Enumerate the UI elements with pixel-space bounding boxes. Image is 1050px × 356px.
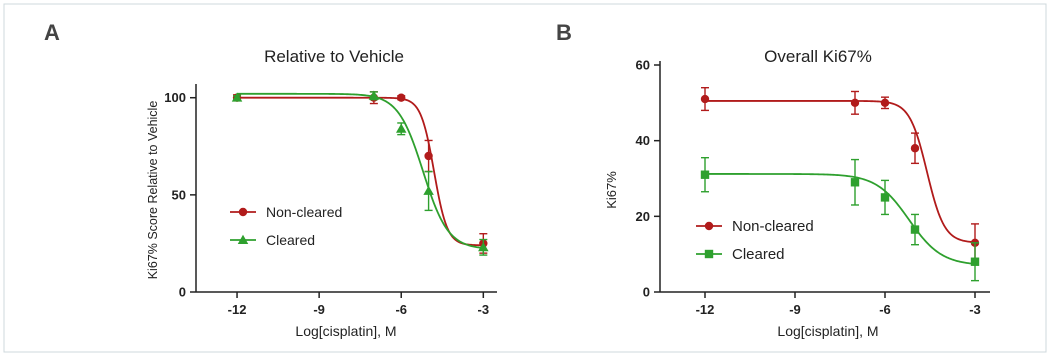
data-point-non-cleared-b bbox=[880, 98, 890, 108]
fit-curve-non-cleared-a bbox=[237, 96, 484, 247]
chart-title-b: Overall Ki67% bbox=[764, 47, 872, 66]
fit-curve-cleared-a bbox=[237, 92, 484, 249]
legend-marker-cleared-a bbox=[237, 234, 249, 244]
x-tick-label-a: -12 bbox=[228, 302, 247, 317]
data-point-cleared-a bbox=[395, 123, 407, 133]
data-point-cleared-b bbox=[910, 225, 920, 234]
legend-b: Non-cleared Cleared bbox=[696, 218, 814, 263]
x-tick-label-b: -3 bbox=[969, 302, 981, 317]
data-point-non-cleared-b bbox=[850, 98, 860, 108]
x-axis-label-a: Log[cisplatin], M bbox=[295, 323, 396, 339]
data-point-non-cleared-a bbox=[424, 151, 433, 161]
data-point-cleared-b bbox=[700, 170, 710, 179]
y-tick-label-a: 100 bbox=[164, 90, 186, 105]
x-tick-label-b: -9 bbox=[789, 302, 801, 317]
y-tick-label-b: 0 bbox=[643, 285, 650, 300]
legend-label-cleared-b: Cleared bbox=[732, 246, 785, 263]
panel-b: B Overall Ki67% Ki67% Log[cisplatin], M … bbox=[556, 20, 990, 339]
y-axis-label-b: Ki67% bbox=[604, 171, 619, 209]
y-tick-label-b: 40 bbox=[636, 133, 650, 148]
data-point-non-cleared-b bbox=[910, 144, 920, 153]
data-point-cleared-a bbox=[423, 185, 434, 195]
legend-marker-non-cleared-a bbox=[238, 207, 248, 217]
data-point-cleared-a bbox=[368, 90, 380, 100]
legend-label-non-cleared-b: Non-cleared bbox=[732, 218, 814, 235]
panel-a: A Relative to Vehicle Ki67% Score Relati… bbox=[44, 20, 497, 339]
fit-curve-non-cleared-b bbox=[705, 100, 976, 244]
chart-title-a: Relative to Vehicle bbox=[264, 47, 404, 66]
data-point-cleared-a bbox=[231, 92, 243, 102]
data-point-cleared-b bbox=[850, 178, 860, 187]
data-point-cleared-b bbox=[880, 193, 890, 202]
x-tick-label-a: -9 bbox=[313, 302, 325, 317]
data-point-non-cleared-b bbox=[700, 94, 710, 104]
figure-frame bbox=[3, 3, 1047, 353]
data-point-non-cleared-a bbox=[397, 93, 406, 102]
x-axis-label-b: Log[cisplatin], M bbox=[777, 323, 878, 339]
data-point-cleared-a bbox=[478, 242, 489, 252]
x-tick-label-a: -6 bbox=[395, 302, 407, 317]
fit-curve-cleared-b bbox=[705, 173, 976, 265]
legend-marker-cleared-b bbox=[704, 249, 714, 259]
legend-label-cleared-a: Cleared bbox=[266, 232, 315, 248]
y-tick-label-b: 20 bbox=[636, 209, 650, 224]
legend-marker-non-cleared-b bbox=[704, 221, 714, 231]
y-axis-label-a: Ki67% Score Relative to Vehicle bbox=[146, 101, 160, 280]
panel-label-a: A bbox=[44, 20, 60, 45]
x-tick-label-b: -6 bbox=[879, 302, 891, 317]
legend-label-non-cleared-a: Non-cleared bbox=[266, 204, 342, 220]
y-tick-label-a: 0 bbox=[179, 285, 186, 300]
x-tick-label-a: -3 bbox=[478, 302, 490, 317]
panel-label-b: B bbox=[556, 20, 572, 45]
y-tick-label-a: 50 bbox=[172, 187, 186, 202]
x-tick-label-b: -12 bbox=[696, 302, 715, 317]
y-tick-label-b: 60 bbox=[636, 58, 650, 73]
legend-a: Non-cleared Cleared bbox=[230, 204, 342, 248]
data-point-cleared-b bbox=[970, 257, 980, 266]
